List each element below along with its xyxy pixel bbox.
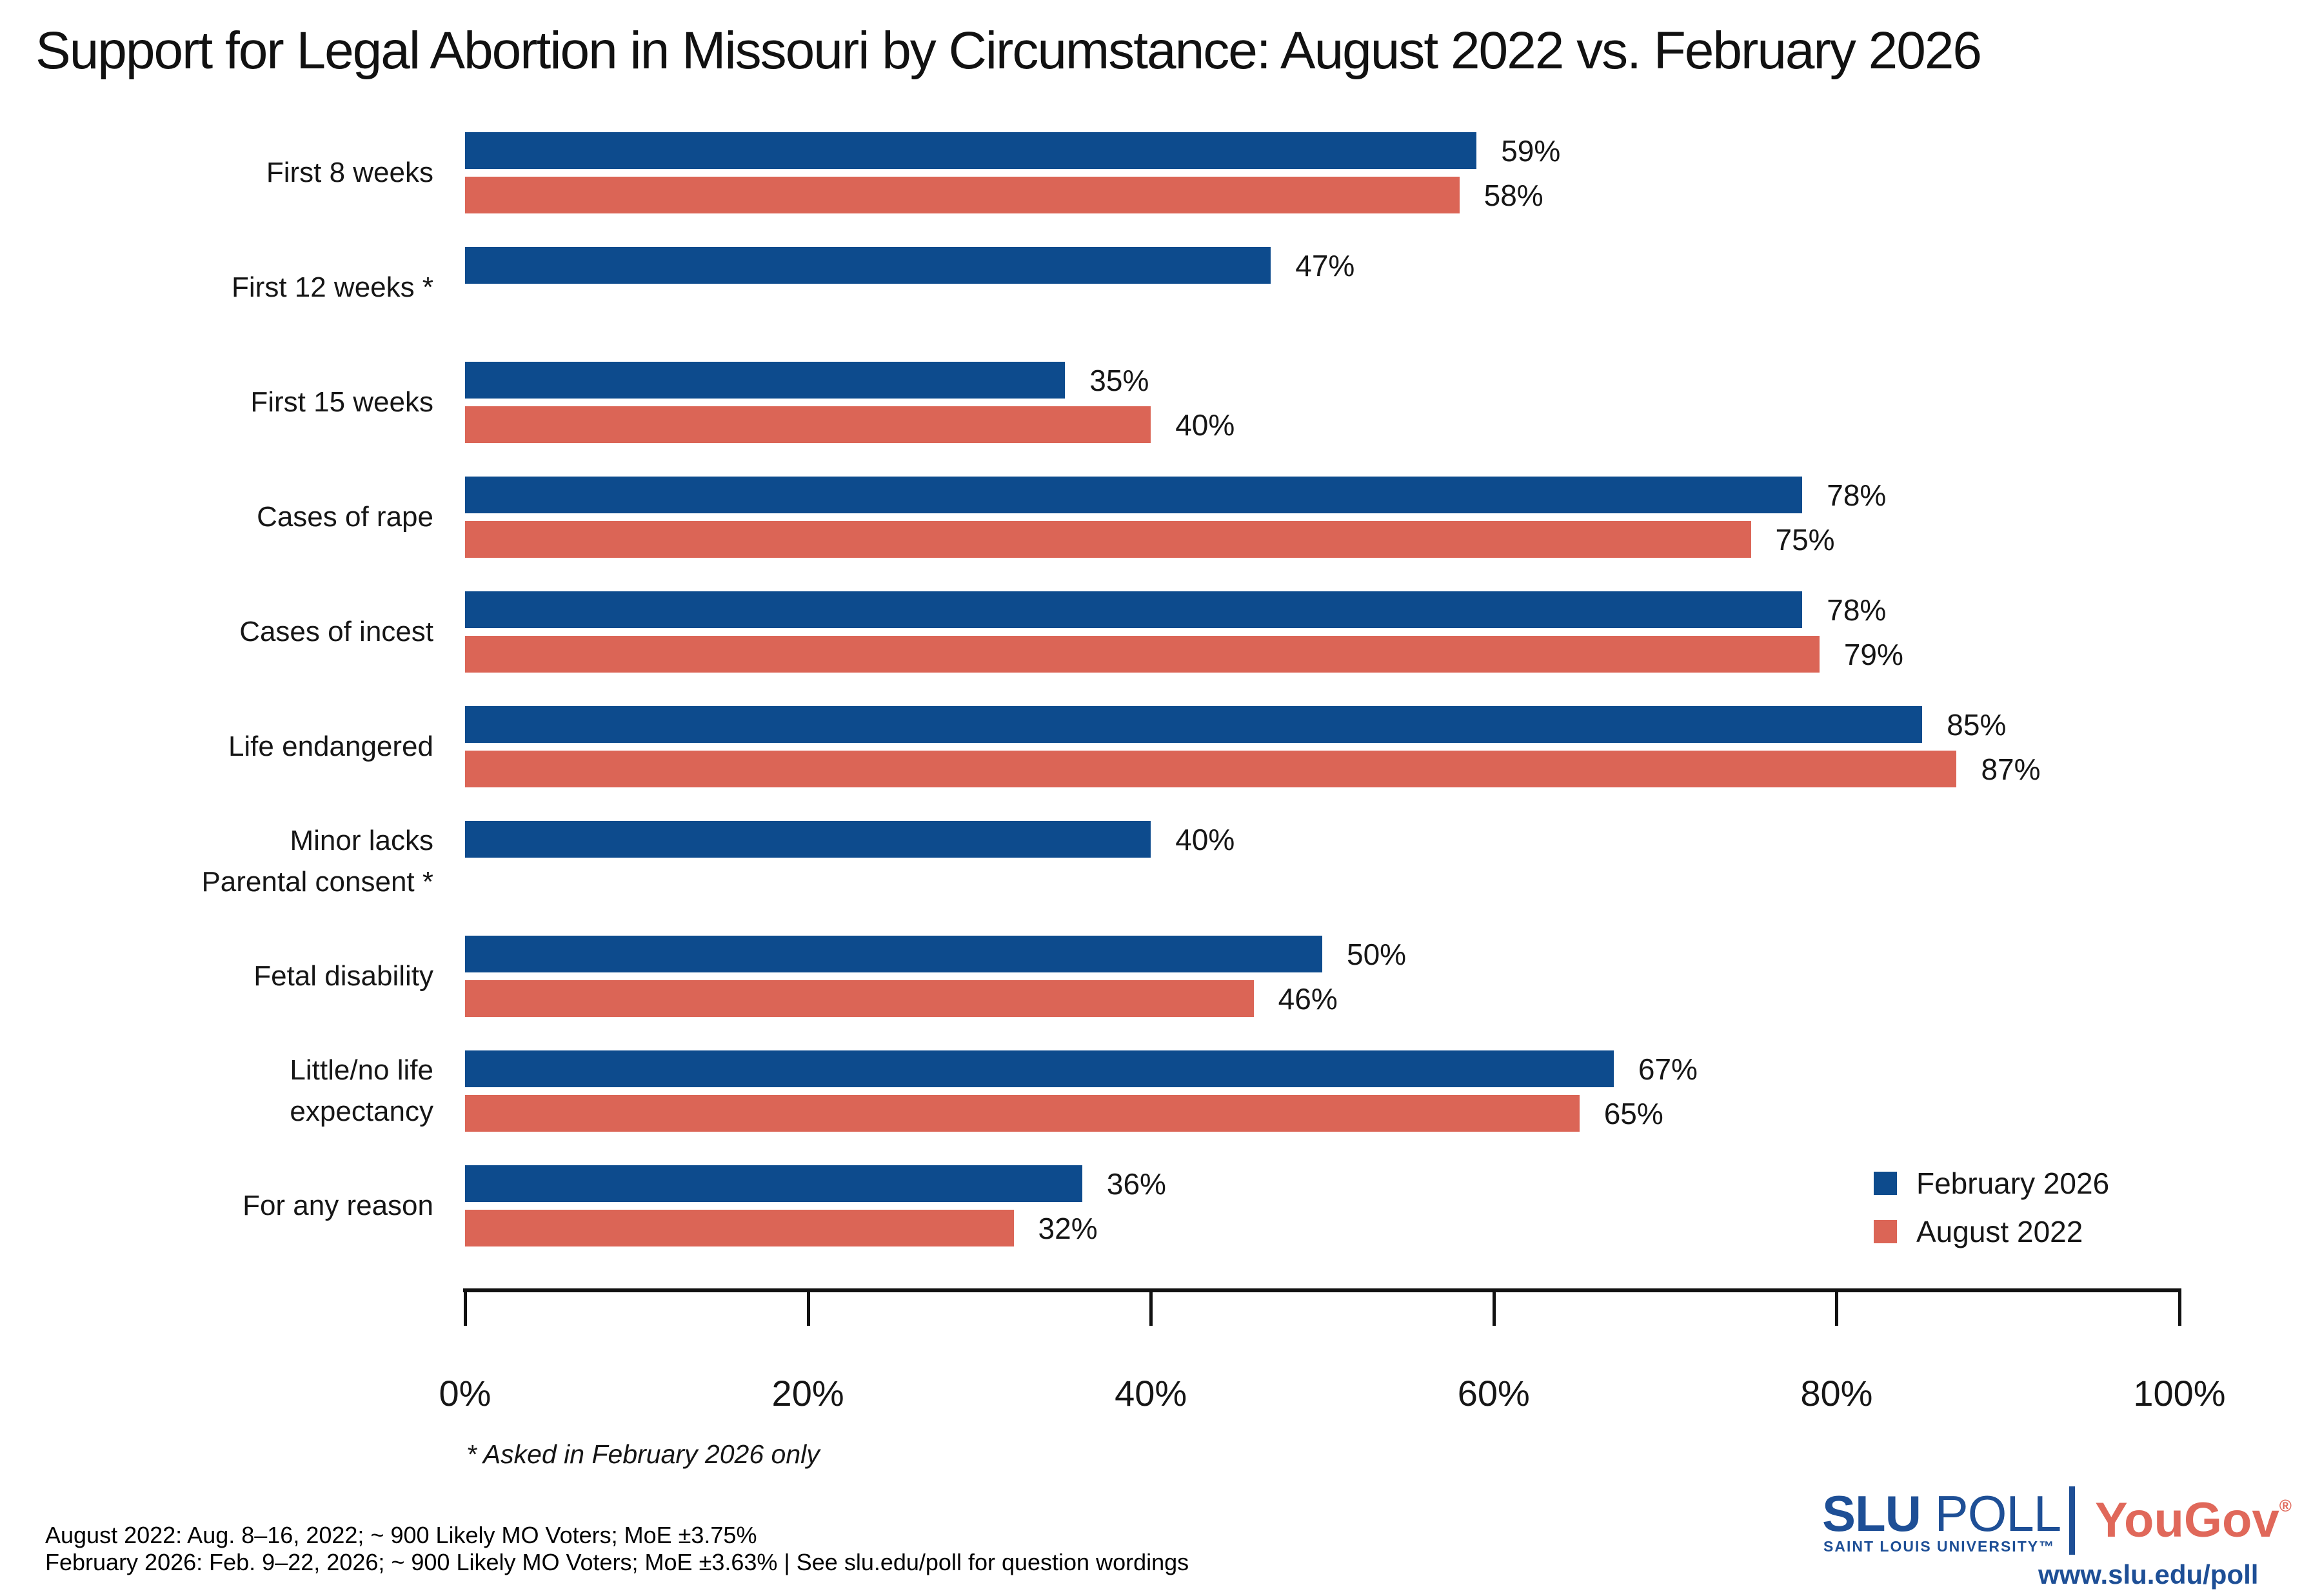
value-label-february-2026-cases-of-incest: 78% [1827,593,1887,627]
logo-space [1921,1485,1935,1542]
bar-august-2022-fetal-disability [465,980,1254,1017]
value-label-february-2026-minor-lacks: 40% [1175,822,1235,856]
bar-august-2022-life-endangered [465,751,1957,787]
chart-footnote: * Asked in February 2026 only [466,1439,820,1469]
value-label-february-2026-cases-of-rape: 78% [1827,478,1887,512]
value-label-august-2022-first-15-weeks: 40% [1175,408,1235,442]
x-axis-tick-label-20: 20% [771,1373,844,1414]
bar-august-2022-cases-of-incest [465,636,1820,673]
category-label-cases-of-incest: Cases of incest [239,616,433,648]
saint-louis-university-wordmark: SAINT LOUIS UNIVERSITY™ [1823,1538,2056,1555]
value-label-august-2022-first-8-weeks: 58% [1484,178,1543,212]
category-label-cases-of-rape: Cases of rape [257,501,433,533]
value-label-february-2026-little-no-life: 67% [1638,1052,1698,1086]
category-label-for-any-reason: For any reason [243,1190,433,1222]
x-axis-tick-60 [1492,1288,1496,1326]
registered-mark: ® [2279,1496,2292,1515]
value-label-august-2022-cases-of-rape: 75% [1775,522,1835,557]
category-label-first-8-weeks: First 8 weeks [266,157,433,189]
slu-poll-logo-poll: POLL [1934,1485,2061,1542]
bar-august-2022-first-8-weeks [465,177,1460,213]
x-axis-tick-label-60: 60% [1457,1373,1530,1414]
category-label-minor-lacks: Minor lacks Parental consent * [201,825,433,898]
slu-poll-url: www.slu.edu/poll [2038,1559,2259,1590]
x-axis-line [463,1288,2181,1292]
value-label-august-2022-for-any-reason: 32% [1038,1211,1098,1245]
x-axis-tick-0 [464,1288,467,1326]
bar-february-2026-cases-of-rape [465,477,1803,513]
yougov-logo-text: YouGov [2095,1493,2279,1548]
bar-february-2026-first-8-weeks [465,132,1477,169]
slu-poll-logo: SLU POLL [1822,1488,2061,1539]
source-note-february-2026: February 2026: Feb. 9–22, 2026; ~ 900 Li… [45,1549,1189,1575]
value-label-august-2022-fetal-disability: 46% [1278,981,1338,1016]
bar-february-2026-first-15-weeks [465,362,1066,399]
slu-poll-logo-slu: SLU [1822,1485,1921,1542]
value-label-august-2022-little-no-life: 65% [1603,1096,1663,1130]
x-axis-tick-label-80: 80% [1800,1373,1873,1414]
legend-swatch-february-2026 [1874,1172,1897,1195]
legend-swatch-august-2022 [1874,1220,1897,1243]
legend-label-february-2026: February 2026 [1916,1167,2110,1200]
value-label-august-2022-cases-of-incest: 79% [1843,637,1903,671]
value-label-february-2026-for-any-reason: 36% [1106,1167,1166,1201]
category-label-first-15-weeks: First 15 weeks [250,386,433,419]
logo-divider [2069,1486,2075,1555]
bar-august-2022-first-15-weeks [465,406,1151,443]
x-axis-tick-label-0: 0% [439,1373,491,1414]
x-axis-tick-20 [806,1288,810,1326]
value-label-february-2026-first-8-weeks: 59% [1501,133,1561,168]
category-label-life-endangered: Life endangered [228,731,433,763]
bar-february-2026-first-12-weeks [465,247,1271,284]
yougov-logo: YouGov® [2095,1496,2292,1545]
x-axis-tick-100 [2178,1288,2181,1326]
category-label-fetal-disability: Fetal disability [253,960,433,992]
value-label-february-2026-fetal-disability: 50% [1347,937,1407,971]
x-axis-tick-label-40: 40% [1115,1373,1187,1414]
x-axis-tick-40 [1149,1288,1153,1326]
bar-august-2022-for-any-reason [465,1210,1014,1246]
category-label-little-no-life: Little/no life expectancy [290,1054,433,1127]
bar-august-2022-little-no-life [465,1095,1580,1132]
legend-label-august-2022: August 2022 [1916,1215,2083,1248]
source-note-august-2022: August 2022: Aug. 8–16, 2022; ~ 900 Like… [45,1522,757,1548]
bar-february-2026-fetal-disability [465,936,1322,972]
value-label-february-2026-life-endangered: 85% [1947,707,2007,742]
bar-february-2026-cases-of-incest [465,591,1803,628]
x-axis-tick-label-100: 100% [2133,1373,2226,1414]
x-axis-tick-80 [1835,1288,1839,1326]
bar-february-2026-life-endangered [465,706,1923,743]
category-label-first-12-weeks: First 12 weeks * [232,271,433,304]
bar-february-2026-minor-lacks [465,821,1151,858]
value-label-february-2026-first-12-weeks: 47% [1295,248,1355,282]
value-label-august-2022-life-endangered: 87% [1981,752,2041,786]
legend-item-august-2022: August 2022 [1874,1215,2083,1248]
value-label-february-2026-first-15-weeks: 35% [1089,363,1149,397]
bar-february-2026-for-any-reason [465,1165,1082,1202]
bar-february-2026-little-no-life [465,1050,1614,1087]
legend-item-february-2026: February 2026 [1874,1167,2110,1200]
bar-august-2022-cases-of-rape [465,521,1751,558]
chart-title: Support for Legal Abortion in Missouri b… [35,21,1982,80]
